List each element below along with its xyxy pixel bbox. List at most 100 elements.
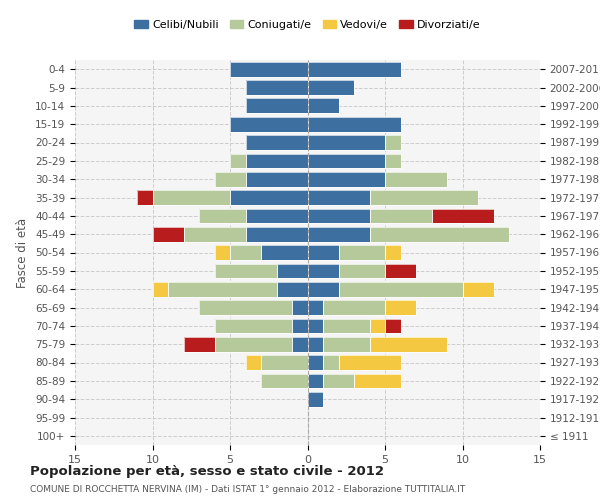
Bar xyxy=(199,208,245,223)
Bar xyxy=(230,117,308,132)
Bar xyxy=(308,337,323,351)
Bar xyxy=(338,355,401,370)
Bar xyxy=(261,355,308,370)
Y-axis label: Fasce di età: Fasce di età xyxy=(16,218,29,288)
Legend: Celibi/Nubili, Coniugati/e, Vedovi/e, Divorziati/e: Celibi/Nubili, Coniugati/e, Vedovi/e, Di… xyxy=(130,16,485,34)
Bar xyxy=(152,282,168,296)
Bar xyxy=(261,374,308,388)
Bar xyxy=(370,190,478,205)
Bar xyxy=(230,245,261,260)
Bar xyxy=(199,300,292,315)
Bar xyxy=(245,154,308,168)
Bar xyxy=(308,300,323,315)
Bar xyxy=(338,355,401,370)
Bar xyxy=(370,208,431,223)
Bar xyxy=(245,135,308,150)
Bar xyxy=(308,98,338,113)
Bar xyxy=(370,227,509,242)
Bar xyxy=(308,227,370,242)
Bar xyxy=(245,172,308,186)
Bar xyxy=(245,80,308,95)
Bar xyxy=(215,172,245,186)
Bar xyxy=(245,154,308,168)
Bar xyxy=(277,282,308,296)
Bar xyxy=(338,264,385,278)
Bar xyxy=(308,172,385,186)
Bar xyxy=(385,245,401,260)
Bar xyxy=(245,172,308,186)
Bar xyxy=(338,282,463,296)
Bar xyxy=(308,355,323,370)
Bar xyxy=(308,208,370,223)
Bar xyxy=(168,282,277,296)
Bar xyxy=(431,208,493,223)
Bar xyxy=(308,392,323,406)
Bar xyxy=(308,80,354,95)
Bar xyxy=(370,318,385,333)
Bar xyxy=(215,245,230,260)
Bar xyxy=(245,227,308,242)
Bar xyxy=(292,337,308,351)
Bar xyxy=(308,135,385,150)
Bar xyxy=(184,227,245,242)
Bar xyxy=(292,300,308,315)
Bar xyxy=(245,98,308,113)
Bar xyxy=(215,318,292,333)
Bar xyxy=(338,245,385,260)
Bar xyxy=(308,318,323,333)
Bar xyxy=(152,227,184,242)
Bar xyxy=(385,172,447,186)
Bar xyxy=(199,300,292,315)
Bar xyxy=(323,337,370,351)
Bar xyxy=(215,264,277,278)
Bar xyxy=(308,282,338,296)
Bar xyxy=(245,355,261,370)
Bar xyxy=(385,318,401,333)
Bar xyxy=(245,98,308,113)
Bar xyxy=(308,374,323,388)
Bar xyxy=(308,318,323,333)
Bar xyxy=(230,117,308,132)
Bar xyxy=(370,190,478,205)
Bar xyxy=(230,62,308,76)
Bar xyxy=(215,318,292,333)
Bar xyxy=(245,355,261,370)
Bar xyxy=(308,117,401,132)
Bar xyxy=(184,337,215,351)
Bar xyxy=(230,190,308,205)
Bar xyxy=(385,172,447,186)
Bar xyxy=(184,337,215,351)
Bar xyxy=(323,300,385,315)
Bar xyxy=(245,208,308,223)
Bar xyxy=(323,355,338,370)
Bar xyxy=(308,245,338,260)
Bar xyxy=(370,208,431,223)
Bar xyxy=(245,80,308,95)
Bar xyxy=(215,245,230,260)
Bar xyxy=(308,264,338,278)
Bar xyxy=(308,392,323,406)
Bar xyxy=(431,208,493,223)
Bar xyxy=(215,337,292,351)
Bar xyxy=(354,374,401,388)
Text: COMUNE DI ROCCHETTA NERVINA (IM) - Dati ISTAT 1° gennaio 2012 - Elaborazione TUT: COMUNE DI ROCCHETTA NERVINA (IM) - Dati … xyxy=(30,485,465,494)
Bar xyxy=(230,154,245,168)
Bar xyxy=(308,355,323,370)
Bar xyxy=(385,300,416,315)
Bar xyxy=(463,282,493,296)
Bar xyxy=(308,80,354,95)
Bar xyxy=(215,264,277,278)
Bar xyxy=(308,154,385,168)
Bar xyxy=(215,172,245,186)
Bar xyxy=(261,245,308,260)
Bar xyxy=(292,318,308,333)
Bar xyxy=(215,337,292,351)
Bar xyxy=(292,337,308,351)
Bar xyxy=(308,190,370,205)
Bar xyxy=(137,190,152,205)
Bar xyxy=(184,227,245,242)
Bar xyxy=(323,355,338,370)
Bar xyxy=(277,282,308,296)
Bar xyxy=(230,245,261,260)
Bar xyxy=(277,264,308,278)
